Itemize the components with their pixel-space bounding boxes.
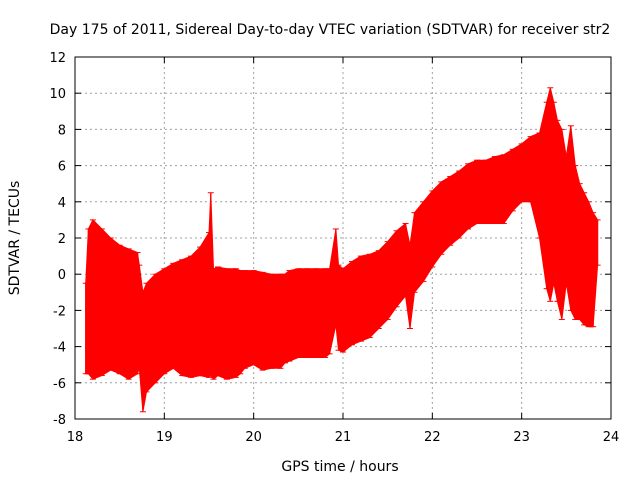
y-tick-label: 12: [49, 51, 66, 66]
chart-title: Day 175 of 2011, Sidereal Day-to-day VTE…: [50, 22, 611, 38]
y-tick-label: 6: [58, 160, 66, 175]
y-tick-label: -8: [53, 413, 66, 428]
error-bar-series: [82, 87, 601, 413]
x-tick-label: 23: [513, 430, 530, 445]
y-tick-label: 0: [58, 268, 66, 283]
x-tick-label: 18: [67, 430, 84, 445]
x-tick-label: 24: [603, 430, 620, 445]
x-tick-label: 21: [335, 430, 352, 445]
y-tick-label: 8: [58, 123, 66, 138]
y-tick-label: -2: [53, 304, 66, 319]
y-tick-label: -4: [53, 341, 66, 356]
y-tick-label: 2: [58, 232, 66, 247]
x-axis-label: GPS time / hours: [281, 459, 398, 475]
x-tick-label: 19: [156, 430, 173, 445]
error-band: [85, 87, 599, 412]
x-tick-label: 22: [424, 430, 441, 445]
y-tick-label: -6: [53, 377, 66, 392]
y-axis-label: SDTVAR / TECUs: [7, 181, 23, 296]
x-tick-label: 20: [245, 430, 262, 445]
y-tick-label: 4: [58, 196, 66, 211]
y-tick-label: 10: [49, 87, 66, 102]
